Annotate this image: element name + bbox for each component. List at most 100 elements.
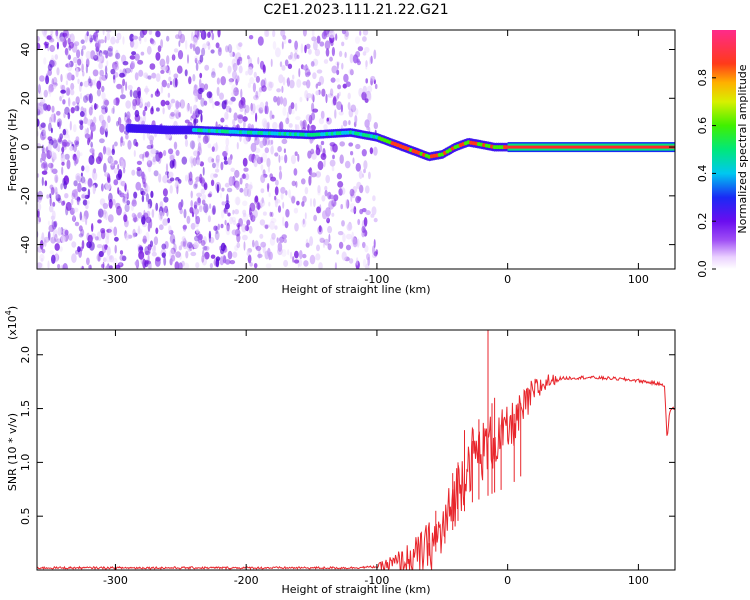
spectrogram-speckle <box>294 151 298 156</box>
spectrogram-speckle <box>293 259 300 264</box>
spectrogram-speckle <box>365 263 370 269</box>
spectrogram-speckle <box>265 263 272 269</box>
spectrogram-speckle <box>220 117 225 123</box>
spectrogram-speckle <box>278 74 284 84</box>
spectrogram-speckle <box>300 43 304 54</box>
x-tick-label: -300 <box>103 574 128 587</box>
spectrogram-speckle <box>274 195 277 201</box>
spectrogram-speckle <box>137 212 143 219</box>
spectrogram-speckle <box>225 45 229 53</box>
spectrogram-speckle <box>178 111 182 118</box>
spectrogram-speckle <box>258 107 264 114</box>
spectrogram-speckle <box>49 196 52 207</box>
spectrogram-speckle <box>151 105 154 112</box>
spectrogram-speckle <box>163 256 167 266</box>
spectrogram-speckle <box>100 105 106 110</box>
spectrogram-speckle <box>299 250 303 260</box>
spectrogram-speckle <box>89 34 93 44</box>
spectrogram-speckle <box>102 202 109 210</box>
spectrogram-speckle <box>223 160 229 165</box>
spectrogram-speckle <box>105 53 108 59</box>
spectrogram-speckle <box>158 173 162 183</box>
spectrogram-speckle <box>274 152 279 157</box>
spectrogram-speckle <box>237 224 240 230</box>
spectrogram-speckle <box>47 162 54 169</box>
spectrogram-speckle <box>373 251 378 257</box>
spectrogram-speckle <box>304 212 307 220</box>
spectrogram-speckle <box>187 244 191 252</box>
spectrogram-speckle <box>173 73 179 79</box>
spectrogram-speckle <box>214 101 220 106</box>
spectrogram-speckle <box>80 176 86 184</box>
spectrogram-speckle <box>246 250 250 256</box>
spectrogram-speckle <box>107 45 114 52</box>
spectrogram-speckle <box>142 153 145 162</box>
spectrogram-speckle <box>136 160 142 165</box>
spectrogram-speckle <box>47 69 52 76</box>
spectrogram-speckle <box>287 63 293 69</box>
snr-y-ticks: 0.5 1.0 1.5 2.0 <box>19 346 675 525</box>
spectrogram-speckle <box>267 182 270 193</box>
spectrogram-speckle <box>284 221 289 229</box>
spectrogram-speckle <box>40 122 46 128</box>
spectrogram-speckle <box>332 143 338 153</box>
colorbar-ticks: 0.0 0.2 0.4 0.6 0.8 <box>696 69 716 278</box>
spectrogram-speckle <box>227 65 232 73</box>
spectrogram-speckle <box>119 250 124 255</box>
spectrogram-speckle <box>182 224 187 230</box>
spectrogram-speckle <box>181 236 186 242</box>
spectrogram-speckle <box>318 117 324 125</box>
spectrogram-speckle <box>52 201 56 207</box>
spectrogram-speckle <box>60 183 63 190</box>
spectrogram-speckle <box>202 43 207 50</box>
spectrogram-speckle <box>48 87 52 98</box>
spectrogram-speckle <box>310 61 315 67</box>
spectrogram-speckle <box>369 147 374 155</box>
spectrogram-speckle <box>336 69 340 76</box>
spectrogram-speckle <box>373 239 376 249</box>
spectrogram-speckle <box>282 201 285 209</box>
spectrogram-speckle <box>104 35 107 44</box>
spectrogram-speckle <box>236 142 239 150</box>
spectrogram-speckle <box>125 133 129 140</box>
spectrogram-speckle <box>205 205 208 215</box>
spectrogram-speckle <box>120 94 126 100</box>
spectrogram-speckle <box>250 214 256 221</box>
spectrogram-speckle <box>82 107 87 113</box>
spectrogram-speckle <box>212 162 216 169</box>
spectrogram-speckle <box>40 131 46 141</box>
spectrogram-speckle <box>178 262 183 269</box>
spectrogram-speckle <box>337 84 342 90</box>
spectrogram-speckle <box>216 77 220 85</box>
spectrogram-speckle <box>201 194 207 200</box>
spectrogram-frame <box>36 29 676 270</box>
spectrogram-speckle <box>271 232 276 240</box>
spectrogram-speckle <box>246 219 251 226</box>
spectrogram-speckle <box>191 211 195 218</box>
x-tick-label: 100 <box>628 574 649 587</box>
spectrogram-speckle <box>68 97 71 107</box>
spectrogram-speckle <box>146 185 150 192</box>
spectrogram-speckle <box>317 160 324 171</box>
spectrogram-speckle <box>207 156 214 163</box>
spectrogram-speckle <box>203 245 210 251</box>
spectrogram-speckle <box>62 32 68 37</box>
spectrogram-speckle <box>91 223 94 232</box>
spectrogram-speckle <box>106 32 111 41</box>
spectrogram-speckle <box>234 209 240 215</box>
colorbar-gradient <box>712 30 736 269</box>
spectrogram-speckle <box>209 203 212 209</box>
spectrogram-speckle <box>341 220 345 227</box>
spectrogram-speckle <box>134 72 139 81</box>
spectrogram-speckle <box>299 120 303 127</box>
spectrogram-speckle <box>349 188 355 197</box>
spectrogram-speckle <box>92 69 99 77</box>
spectrogram-speckle <box>137 225 141 234</box>
spectrogram-speckle <box>238 218 244 227</box>
spectrogram-speckle <box>161 79 167 88</box>
spectrogram-speckle <box>123 214 128 223</box>
spectrogram-speckle <box>96 88 101 97</box>
spectrogram-speckle <box>73 156 79 166</box>
spectrogram-speckle <box>96 244 103 249</box>
spectrogram-speckle <box>55 192 58 199</box>
